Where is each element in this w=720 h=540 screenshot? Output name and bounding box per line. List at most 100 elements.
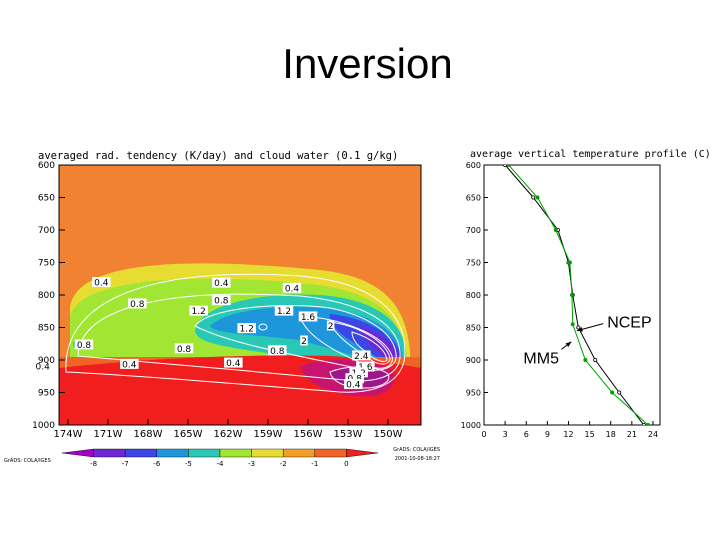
profile-point-ncep — [576, 325, 581, 330]
heatmap-y-tick-label: 800 — [38, 291, 55, 301]
heatmap-right-footer-2: 2001-10-08-18:27 — [395, 456, 440, 462]
profile-point-ncep — [617, 390, 622, 395]
contour-0-8 — [77, 293, 401, 382]
profile-x-axis: 0 3 6 9 12 15 18 21 24 — [481, 421, 658, 439]
colorbar-segment — [61, 448, 94, 458]
heatmap-y-tick-label: 850 — [38, 324, 55, 334]
colorbar-segment — [124, 448, 158, 458]
heatmap-y-tick-label: 600 — [38, 161, 55, 171]
heatmap-title: averaged rad. tendency (K/day) and cloud… — [38, 150, 398, 162]
profile-x-tick-label: 3 — [503, 430, 508, 439]
heatmap-x-tick-label: 171W — [94, 429, 123, 440]
profile-point-mm5 — [567, 260, 572, 265]
heatmap-y-axis: 600 650 700 750 800 850 900 950 1000 — [32, 161, 65, 431]
profile-point-mm5 — [646, 423, 651, 425]
contour-label: 0.8 — [214, 297, 229, 307]
contour-label-background — [120, 358, 139, 369]
contour-label-layer: 0.4 0.4 0.4 0.8 0.8 1.2 1.2 1.6 1.2 2 2 2.4 0.8 0.8 0.… — [33, 277, 375, 391]
contour-label: 1.2 — [192, 307, 206, 317]
contour-label-background — [237, 323, 256, 334]
contour-label-background — [298, 311, 318, 322]
profile-y-tick-label: 700 — [466, 226, 481, 235]
profile-series-layer — [503, 165, 651, 425]
contour-label-background — [174, 343, 194, 354]
contour-label: 0.4 — [94, 279, 109, 289]
colorbar-segment — [156, 448, 189, 458]
contour-1-6 — [299, 315, 393, 369]
profile-point-ncep — [503, 165, 508, 167]
profile-title: average vertical temperature profile (C) — [470, 149, 711, 160]
contour-label-background — [74, 339, 94, 350]
profile-point-mm5 — [535, 195, 540, 200]
contour-label: 0.8 — [130, 300, 145, 310]
contour-label: 2.4 — [354, 352, 369, 362]
heatmap-y-tick-label: 650 — [38, 194, 55, 204]
heatmap-x-tick-label: 159W — [254, 429, 283, 440]
contour-label: 2 — [301, 337, 307, 347]
heatmap-y-tick-label: 750 — [38, 259, 55, 269]
contour-label-background — [352, 350, 371, 361]
contour-label-background — [92, 277, 111, 287]
profile-y-tick-label: 850 — [466, 324, 481, 333]
profile-arrow-head — [565, 341, 572, 348]
contour-label-background — [356, 361, 375, 372]
contour-label-background — [282, 282, 302, 293]
heatmap-x-tick-label: 165W — [174, 429, 203, 440]
profile-x-tick-label: 21 — [627, 430, 637, 439]
colorbar-label: -4 — [217, 460, 225, 468]
contour-label-background — [344, 379, 363, 390]
profile-y-tick-label: 1000 — [461, 421, 481, 430]
heatmap-y-tick-label: 1000 — [32, 421, 55, 431]
heatmap-x-tick-label: 168W — [134, 429, 163, 440]
profile-annotation-mm5: MM5 — [523, 350, 559, 367]
heatmap-x-tick-label: 162W — [214, 429, 243, 440]
profile-point-mm5 — [570, 292, 575, 297]
contour-label: 0.4 — [226, 359, 241, 369]
colorbar-segment — [314, 448, 347, 458]
heatmap-x-tick-label: 174W — [54, 429, 83, 440]
colorbar-label: 0 — [344, 460, 348, 468]
contour-label: 0.4 — [36, 362, 51, 372]
profile-annotation-ncep: NCEP — [607, 315, 651, 332]
contour-label-background — [212, 277, 231, 288]
profile-x-tick-label: 0 — [481, 430, 486, 439]
profile-x-tick-label: 15 — [585, 430, 595, 439]
profile-point-ncep — [593, 357, 598, 362]
colorbar-segment — [219, 448, 252, 458]
profile-y-tick-label: 950 — [466, 389, 481, 398]
profile-arrow-head — [576, 327, 583, 332]
contour-label: 0.4 — [346, 381, 361, 391]
heatmap-y-tick-label: 700 — [38, 226, 55, 236]
slide-title: Inversion — [282, 40, 453, 87]
contour-0-4 — [65, 273, 406, 393]
contour-label: 0.4 — [122, 360, 137, 370]
profile-point-ncep — [641, 423, 646, 425]
profile-point-mm5 — [506, 165, 511, 167]
colorbar: -8 -7 -6 -5 -4 -3 -2 -1 0 — [61, 448, 379, 468]
colorbar-label: -8 — [90, 460, 97, 468]
contour-small-loop — [258, 323, 268, 331]
profile-y-tick-label: 800 — [466, 291, 481, 300]
contour-label-background — [128, 298, 147, 309]
contour-label: 1.2 — [277, 307, 291, 317]
colorbar-label: -7 — [122, 460, 129, 468]
heatmap-x-axis: 174W 171W 168W 165W 162W 159W 156W 153W 150W — [54, 419, 403, 440]
contour-label-background — [345, 373, 364, 384]
profile-point-ncep — [531, 195, 536, 200]
contour-label-background — [349, 367, 368, 378]
colorbar-label: -1 — [311, 460, 318, 468]
profile-point-mm5 — [570, 322, 575, 327]
colorbar-label: -5 — [185, 460, 192, 468]
contour-label-background — [300, 335, 308, 346]
heatmap-field — [59, 165, 421, 425]
contour-label: 0.4 — [285, 284, 300, 294]
profile-y-tick-label: 750 — [466, 259, 481, 268]
heatmap-x-tick-label: 150W — [374, 429, 403, 440]
contour-label: 1.2 — [240, 325, 254, 335]
heatmap-x-tick-label: 156W — [294, 429, 323, 440]
heatmap-x-tick-label: 153W — [334, 429, 363, 440]
colorbar-segment — [188, 448, 221, 458]
colorbar-label: -2 — [280, 460, 287, 468]
profile-y-tick-label: 900 — [466, 356, 481, 365]
